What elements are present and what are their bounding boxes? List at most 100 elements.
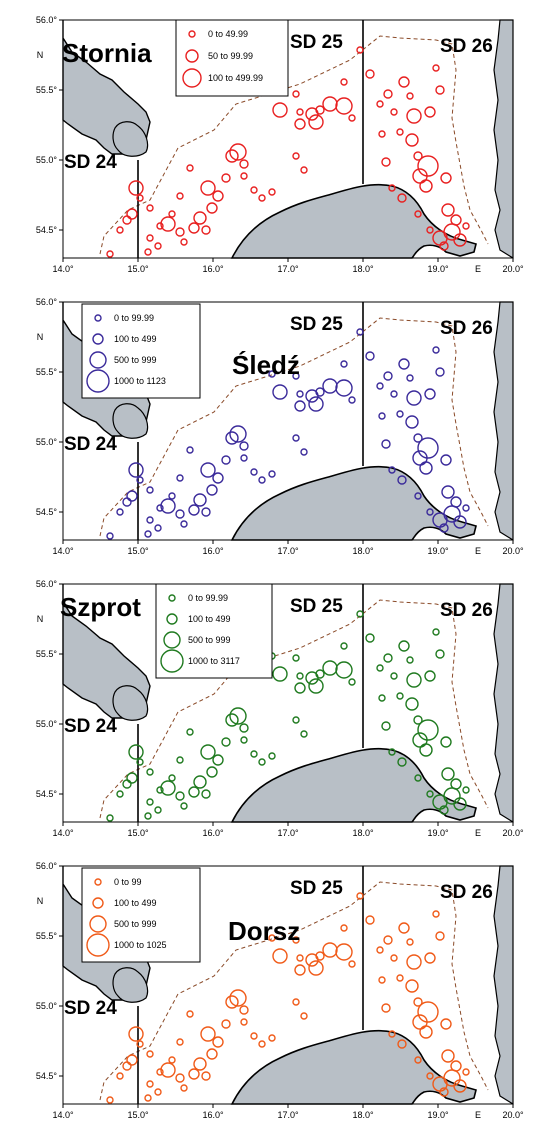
sample-station-circle — [126, 772, 138, 784]
sample-station-circle — [376, 946, 384, 954]
sample-station-circle — [188, 222, 200, 234]
sample-station-circle — [396, 974, 404, 982]
land-island — [112, 967, 149, 1003]
sample-station-circle — [240, 454, 248, 462]
sample-station-circle — [250, 750, 258, 758]
sample-station-circle — [453, 515, 467, 529]
sample-station-circle — [175, 509, 185, 519]
legend-symbol — [89, 915, 107, 933]
x-tick-label: 16.0° — [202, 264, 224, 274]
sample-station-circle — [440, 736, 452, 748]
sample-station-circle — [462, 504, 470, 512]
sample-station-circle — [405, 133, 419, 147]
sample-stations — [106, 46, 470, 258]
map-svg: 14.0° 15.0° 16.0° 17.0° 18.0° 19.0° 20.0° 56.0°… — [36, 579, 524, 838]
sample-station-circle — [229, 989, 247, 1007]
sample-station-circle — [201, 225, 211, 235]
sample-station-circle — [239, 1005, 249, 1015]
sample-station-circle — [414, 1056, 422, 1064]
sample-station-circle — [405, 697, 419, 711]
sample-station-circle — [406, 672, 422, 688]
sample-stations — [106, 892, 470, 1104]
legend-symbol — [92, 897, 104, 909]
land-south — [230, 465, 477, 541]
sample-station-circle — [439, 523, 449, 533]
legend-label: 1000 to 1025 — [114, 940, 167, 950]
sample-station-circle — [258, 758, 266, 766]
east-label: E — [475, 264, 481, 274]
sample-station-circle — [168, 492, 176, 500]
sample-station-circle — [417, 155, 439, 177]
sample-station-circle — [176, 1038, 184, 1046]
sd26-label: SD 26 — [440, 36, 493, 57]
x-tick-label: 17.0° — [277, 264, 299, 274]
sample-station-circle — [424, 388, 436, 400]
sample-station-circle — [462, 1068, 470, 1076]
x-tick-label: 15.0° — [127, 546, 149, 556]
sample-station-circle — [376, 382, 384, 390]
sample-station-circle — [424, 106, 436, 118]
x-tick-label: 14.0° — [52, 264, 74, 274]
sample-station-circle — [186, 446, 194, 454]
sample-station-circle — [365, 351, 375, 361]
legend-box — [81, 303, 201, 399]
sample-station-circle — [193, 1057, 207, 1071]
sample-station-circle — [250, 186, 258, 194]
sample-station-circle — [432, 628, 440, 636]
map-panel-sledz: 14.0° 15.0° 16.0° 17.0° 18.0° 19.0° 20.0° 56.0°… — [0, 282, 550, 564]
sample-station-circle — [417, 719, 439, 741]
sample-stations — [106, 328, 470, 540]
map-panel-dorsz: 14.0° 15.0° 16.0° 17.0° 18.0° 19.0° 20.0° 56.0°… — [0, 846, 550, 1128]
sample-station-circle — [381, 721, 391, 731]
sample-station-circle — [106, 250, 114, 258]
sample-station-circle — [348, 396, 356, 404]
sample-station-circle — [308, 396, 324, 412]
sample-station-circle — [292, 90, 300, 98]
north-label: N — [37, 50, 44, 60]
sample-station-circle — [414, 492, 422, 500]
sample-station-circle — [146, 1080, 154, 1088]
sample-station-circle — [128, 180, 144, 196]
y-tick-label: 55.5° — [36, 649, 58, 659]
legend-symbol — [86, 933, 110, 957]
sample-station-circle — [390, 108, 398, 116]
x-tick-label: 15.0° — [127, 264, 149, 274]
legend-label: 50 to 99.99 — [208, 51, 253, 61]
sd24-label: SD 24 — [64, 998, 117, 1019]
legend-label: 0 to 99 — [114, 877, 142, 887]
sample-station-circle — [188, 504, 200, 516]
sample-station-circle — [250, 1032, 258, 1040]
sample-station-circle — [378, 976, 386, 984]
sample-station-circle — [156, 1068, 164, 1076]
sample-station-circle — [175, 791, 185, 801]
legend-label: 100 to 499 — [114, 898, 157, 908]
sample-station-circle — [414, 774, 422, 782]
map-svg: 14.0° 15.0° 16.0° 17.0° 18.0° 19.0° 20.0° 56.0°… — [36, 861, 524, 1120]
sample-station-circle — [144, 1094, 152, 1102]
y-tick-label: 55.5° — [36, 85, 58, 95]
land-east — [493, 865, 514, 1106]
sample-station-circle — [144, 248, 152, 256]
sample-station-circle — [453, 233, 467, 247]
x-tick-label: 18.0° — [352, 1110, 374, 1120]
sample-station-circle — [406, 938, 414, 946]
eez-boundary — [99, 317, 489, 537]
sample-stations — [106, 610, 470, 822]
north-label: N — [37, 614, 44, 624]
sample-station-circle — [322, 942, 338, 958]
species-name: Stornia — [62, 38, 152, 68]
sample-station-circle — [268, 934, 276, 942]
sample-station-circle — [381, 439, 391, 449]
sample-station-circle — [315, 951, 325, 961]
sample-station-circle — [294, 118, 306, 130]
sample-station-circle — [154, 1088, 162, 1096]
sample-station-circle — [335, 97, 353, 115]
sample-station-circle — [200, 180, 216, 196]
sample-station-circle — [212, 1036, 224, 1048]
legend-symbol — [188, 30, 196, 38]
sample-station-circle — [453, 1079, 467, 1093]
sample-station-circle — [206, 484, 218, 496]
sample-station-circle — [340, 924, 348, 932]
y-tick-label: 54.5° — [36, 1071, 58, 1081]
x-tick-label: 19.0° — [427, 828, 449, 838]
